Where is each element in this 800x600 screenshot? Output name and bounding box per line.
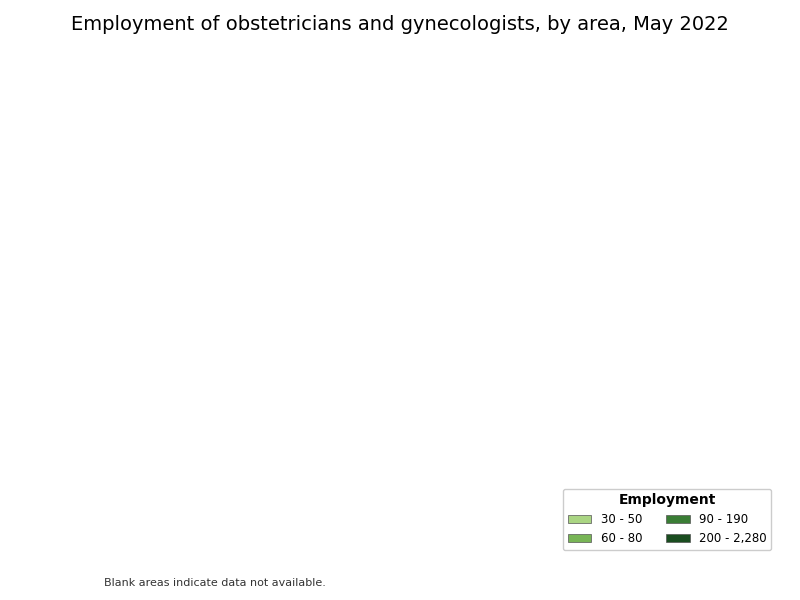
Legend: 30 - 50, 60 - 80, 90 - 190, 200 - 2,280: 30 - 50, 60 - 80, 90 - 190, 200 - 2,280 — [563, 488, 771, 550]
Text: Blank areas indicate data not available.: Blank areas indicate data not available. — [104, 578, 326, 588]
Title: Employment of obstetricians and gynecologists, by area, May 2022: Employment of obstetricians and gynecolo… — [71, 15, 729, 34]
